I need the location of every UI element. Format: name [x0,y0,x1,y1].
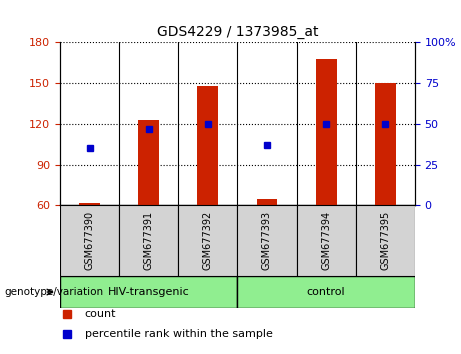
Bar [375,83,396,205]
Title: GDS4229 / 1373985_at: GDS4229 / 1373985_at [157,25,318,39]
Bar [138,120,159,205]
Bar [60,205,119,276]
Text: GSM677395: GSM677395 [380,211,390,270]
Text: GSM677392: GSM677392 [203,211,213,270]
Bar [60,276,237,308]
Text: GSM677391: GSM677391 [144,211,154,270]
Text: GSM677394: GSM677394 [321,211,331,270]
Text: HIV-transgenic: HIV-transgenic [108,287,189,297]
Bar [237,276,415,308]
Bar [237,205,296,276]
Bar [79,202,100,205]
Bar [197,86,218,205]
Bar [257,199,278,205]
Bar [296,205,356,276]
Text: genotype/variation: genotype/variation [5,287,104,297]
Text: percentile rank within the sample: percentile rank within the sample [85,329,272,339]
Text: control: control [307,287,345,297]
Text: GSM677393: GSM677393 [262,211,272,270]
Bar [119,205,178,276]
Text: count: count [85,309,116,319]
Text: GSM677390: GSM677390 [84,211,95,270]
Bar [178,205,237,276]
Bar [356,205,415,276]
Bar [316,59,337,205]
